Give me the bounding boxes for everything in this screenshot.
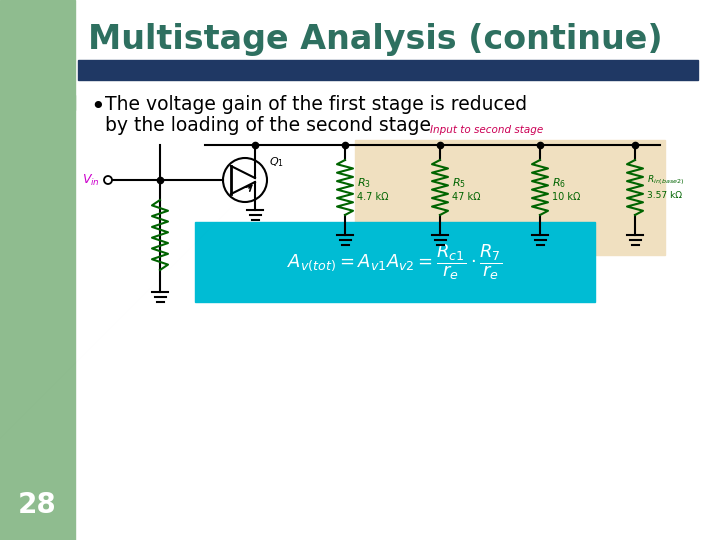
Text: by the loading of the second stage: by the loading of the second stage (105, 116, 431, 135)
Text: $Q_1$: $Q_1$ (269, 155, 284, 169)
Text: $A_{v(tot)} = A_{v1}A_{v2} = \dfrac{R_{c1}}{r_e} \cdot \dfrac{R_7}{r_e}$: $A_{v(tot)} = A_{v1}A_{v2} = \dfrac{R_{c… (287, 242, 503, 282)
Bar (0, 0, 75, 110)
Text: 10 kΩ: 10 kΩ (552, 192, 580, 202)
Circle shape (223, 158, 267, 202)
Bar (0, 95, 75, 540)
Text: $R_3$: $R_3$ (357, 176, 371, 190)
Bar (78, 60, 698, 80)
Bar (195, 222, 595, 302)
Text: The voltage gain of the first stage is reduced: The voltage gain of the first stage is r… (105, 95, 527, 114)
Bar (355, 140, 665, 255)
Text: 28: 28 (17, 491, 56, 519)
Text: •: • (90, 95, 104, 119)
Text: Input to second stage: Input to second stage (430, 125, 544, 135)
Text: $R_{in(base2)}$: $R_{in(base2)}$ (647, 173, 685, 187)
Circle shape (104, 176, 112, 184)
Text: $R_6$: $R_6$ (552, 176, 566, 190)
Text: Multistage Analysis (continue): Multistage Analysis (continue) (88, 24, 662, 57)
Text: 3.57 kΩ: 3.57 kΩ (647, 191, 682, 199)
Text: 4.7 kΩ: 4.7 kΩ (357, 192, 389, 202)
Text: $V_{in}$: $V_{in}$ (82, 172, 100, 187)
Text: $R_5$: $R_5$ (452, 176, 466, 190)
Text: 47 kΩ: 47 kΩ (452, 192, 480, 202)
